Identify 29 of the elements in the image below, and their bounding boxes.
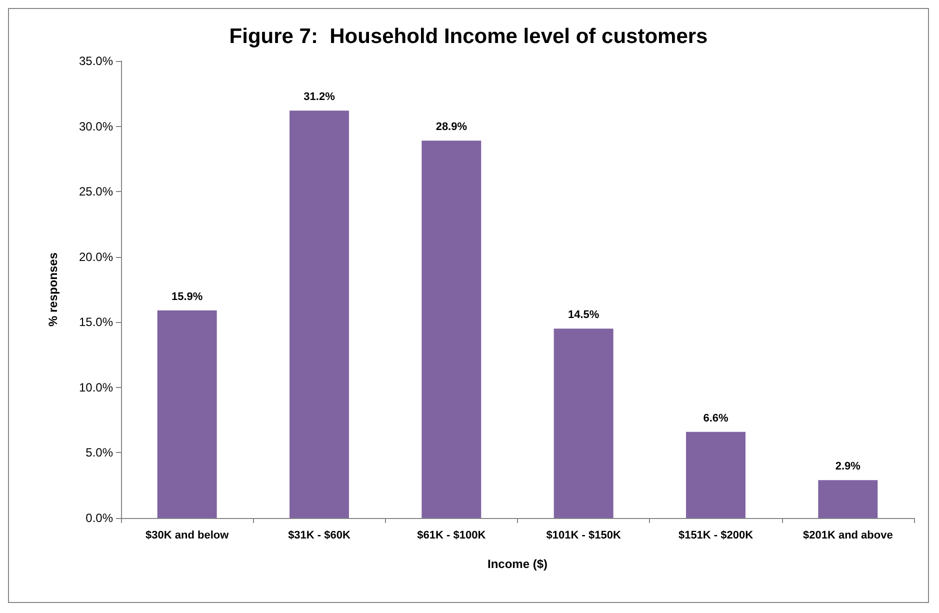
- bar: [422, 140, 482, 518]
- y-tick-label: 25.0%: [78, 184, 114, 199]
- x-tick-label: $30K and below: [146, 530, 230, 542]
- data-label: 15.9%: [171, 290, 203, 303]
- data-label: 28.9%: [436, 121, 468, 134]
- bar: [290, 110, 349, 518]
- y-tick-label: 30.0%: [78, 119, 114, 134]
- chart-title: Figure 7: Household Income level of customers: [229, 25, 708, 48]
- y-tick-label: 10.0%: [78, 380, 114, 394]
- x-tick-label: $61K - $100K: [417, 530, 486, 542]
- x-axis-title: Income ($): [487, 557, 548, 571]
- y-tick-label: 20.0%: [78, 250, 114, 264]
- x-tick-label: $101K - $150K: [546, 530, 621, 542]
- bar: [818, 480, 878, 518]
- y-tick-label: 15.0%: [78, 315, 114, 330]
- data-label: 6.6%: [703, 412, 728, 424]
- x-tick-label: $151K - $200K: [678, 530, 754, 542]
- bar: [686, 432, 746, 518]
- y-tick-label: 5.0%: [86, 446, 114, 460]
- bar: [554, 328, 614, 518]
- y-tick-label: 0.0%: [86, 511, 114, 525]
- y-axis-title: % responses: [46, 252, 60, 327]
- y-tick-label: 35.0%: [78, 54, 114, 68]
- x-tick-label: $201K and above: [802, 530, 893, 542]
- bar: [157, 310, 217, 518]
- x-tick-label: $31K - $60K: [288, 530, 350, 542]
- data-label: 31.2%: [304, 91, 336, 104]
- data-label: 2.9%: [835, 460, 861, 473]
- data-label: 14.5%: [568, 309, 600, 322]
